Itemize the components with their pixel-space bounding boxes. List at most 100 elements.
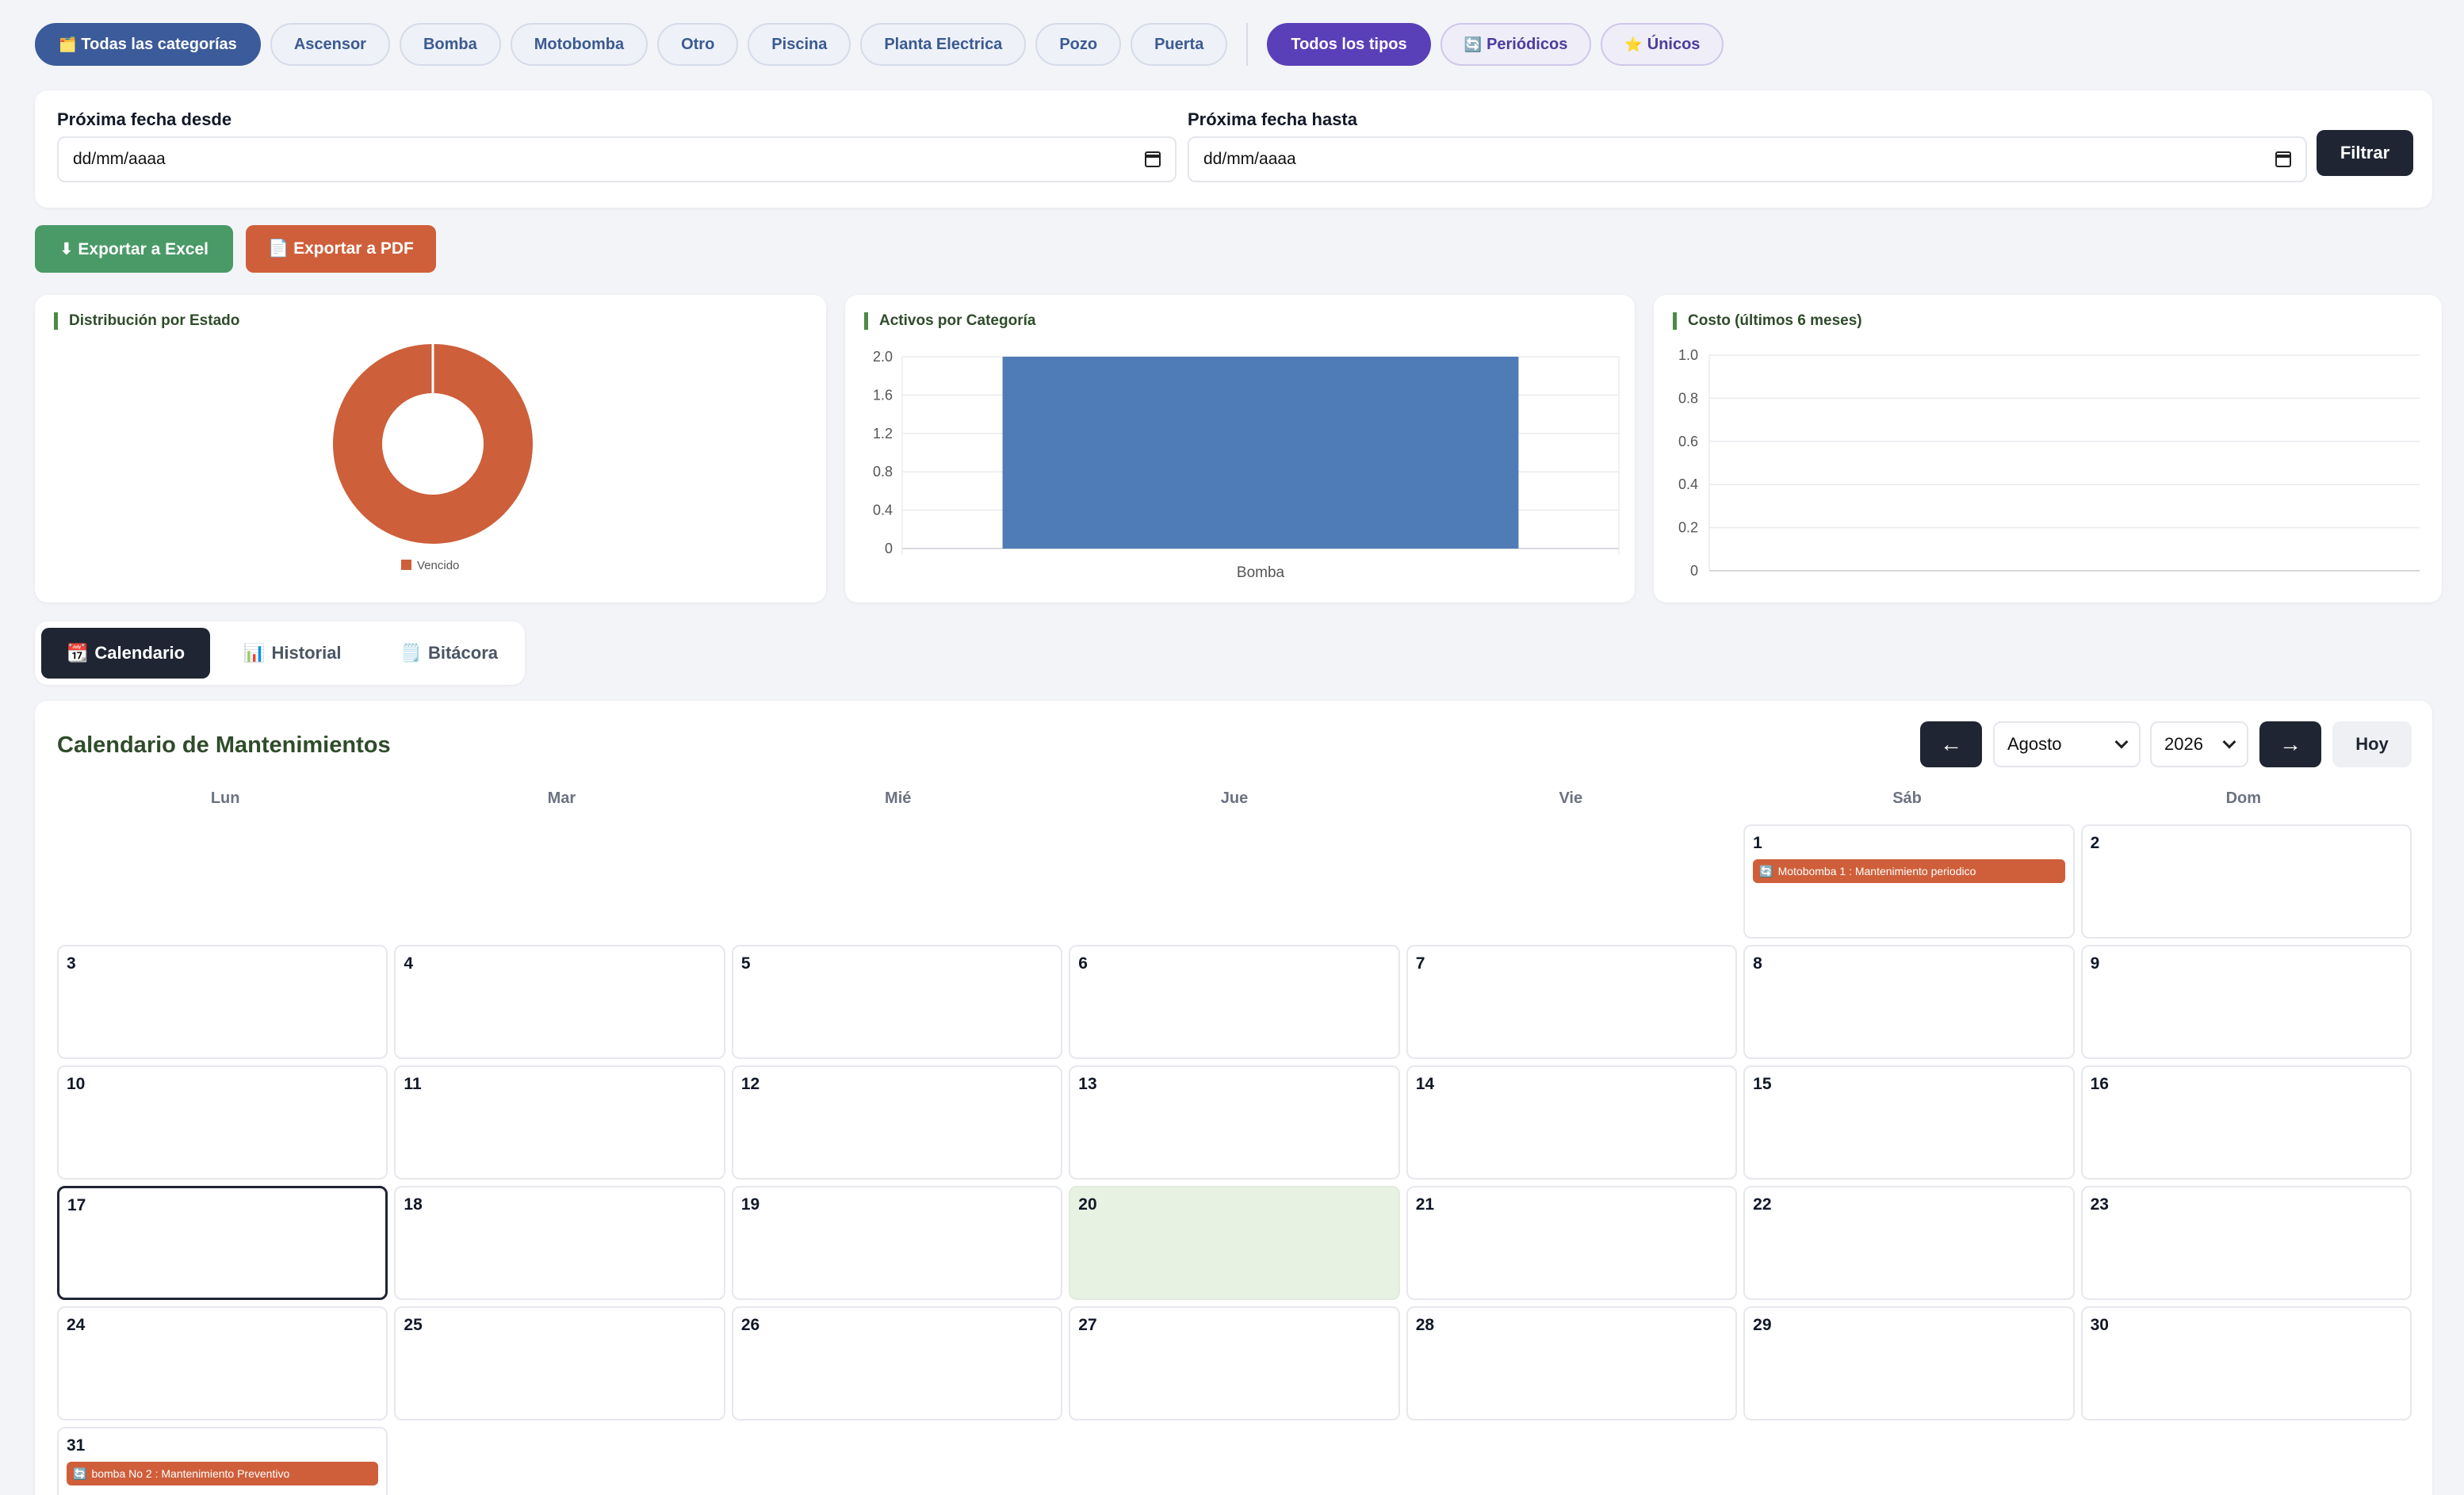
type-pill-periodicos[interactable]: 🔄 Periódicos xyxy=(1440,23,1592,66)
x-tick-label: Bomba xyxy=(1237,564,1285,581)
date-to-input[interactable]: dd/mm/aaaa xyxy=(1188,136,2307,182)
category-pill-puerta[interactable]: Puerta xyxy=(1131,23,1228,66)
calendar-empty-cell xyxy=(1069,824,1399,939)
month-select[interactable]: Agosto xyxy=(1993,721,2141,767)
day-number: 22 xyxy=(1753,1195,1772,1214)
calendar-empty-cell xyxy=(394,824,725,939)
tab-label: Historial xyxy=(271,643,342,663)
calendar-day-28[interactable]: 28 xyxy=(1406,1306,1738,1420)
calendar-day-2[interactable]: 2 xyxy=(2080,824,2412,939)
calendar-day-24[interactable]: 24 xyxy=(57,1306,388,1420)
calendar-day-4[interactable]: 4 xyxy=(394,945,725,1059)
calendar-day-7[interactable]: 7 xyxy=(1406,945,1738,1059)
calendar-empty-cell xyxy=(57,824,388,939)
calendar-icon[interactable] xyxy=(1145,151,1161,167)
calendar-day-18[interactable]: 18 xyxy=(394,1186,725,1300)
category-pill-otro[interactable]: Otro xyxy=(657,23,739,66)
category-pill-pozo[interactable]: Pozo xyxy=(1035,23,1122,66)
year-select[interactable]: 2026 xyxy=(2150,721,2248,767)
type-pill-label: Únicos xyxy=(1647,35,1701,53)
category-pill-bomba[interactable]: Bomba xyxy=(399,23,501,66)
category-pill-label: Bomba xyxy=(423,35,477,53)
calendar-day-22[interactable]: 22 xyxy=(1743,1186,2075,1300)
day-number: 31 xyxy=(67,1436,86,1455)
weekday-sab: Sáb xyxy=(1892,790,1922,807)
date-from-input[interactable]: dd/mm/aaaa xyxy=(57,136,1177,182)
tab-label: Calendario xyxy=(94,643,186,663)
calendar-event[interactable]: 🔄 bomba No 2 : Mantenimiento Preventivo xyxy=(67,1462,379,1485)
calendar-day-26[interactable]: 26 xyxy=(731,1306,1063,1420)
day-number: 4 xyxy=(404,954,414,973)
calendar-day-23[interactable]: 23 xyxy=(2080,1186,2412,1300)
calendar-day-14[interactable]: 14 xyxy=(1406,1065,1738,1180)
calendar-day-11[interactable]: 11 xyxy=(394,1065,725,1180)
y-tick-label: 0 xyxy=(885,541,893,556)
calendar-day-10[interactable]: 10 xyxy=(57,1065,388,1180)
prev-month-button[interactable]: ← xyxy=(1920,721,1982,767)
type-pill-unicos[interactable]: ⭐ Únicos xyxy=(1601,23,1724,66)
refresh-icon: 🔄 xyxy=(1463,36,1483,52)
calendar-day-19[interactable]: 19 xyxy=(731,1186,1063,1300)
calendar-event[interactable]: 🔄 Motobomba 1 : Mantenimiento periodico xyxy=(1753,859,2065,883)
calendar-day-12[interactable]: 12 xyxy=(731,1065,1063,1180)
calendar-day-13[interactable]: 13 xyxy=(1069,1065,1400,1180)
calendar-day-1[interactable]: 1 🔄 Motobomba 1 : Mantenimiento periodico xyxy=(1743,824,2075,939)
filter-divider xyxy=(1246,23,1249,66)
calendar-day-15[interactable]: 15 xyxy=(1743,1065,2075,1180)
calendar-day-21[interactable]: 21 xyxy=(1406,1186,1738,1300)
day-number: 29 xyxy=(1753,1316,1772,1334)
tab-bitacora[interactable]: 🗒️ Bitácora xyxy=(375,628,523,679)
y-tick-label: 0.4 xyxy=(873,503,893,518)
category-pill-motobomba[interactable]: Motobomba xyxy=(510,23,649,66)
calendar-day-30[interactable]: 30 xyxy=(2080,1306,2412,1420)
chart-card-categoria: Activos por Categoría 0 0.4 0.8 1.2 1.6 2.0 Bo… xyxy=(845,295,1635,602)
calendar-day-31[interactable]: 31 🔄 bomba No 2 : Mantenimiento Preventivo xyxy=(57,1427,388,1495)
category-pill-ascensor[interactable]: Ascensor xyxy=(270,23,390,66)
calendar-day-9[interactable]: 9 xyxy=(2080,945,2412,1059)
day-number: 10 xyxy=(67,1075,86,1093)
calendar-empty-cell xyxy=(1406,824,1737,939)
day-number: 30 xyxy=(2090,1316,2109,1334)
date-from-value: dd/mm/aaaa xyxy=(73,150,166,168)
export-excel-button[interactable]: ⬇ Exportar a Excel xyxy=(35,225,233,273)
category-pill-label: Piscina xyxy=(771,35,828,53)
category-pill-todas-las-categorias[interactable]: 🗂️ Todas las categorías xyxy=(35,23,261,66)
next-month-button[interactable]: → xyxy=(2259,721,2321,767)
tab-historial[interactable]: 📊 Historial xyxy=(218,628,366,679)
calendar-day-8[interactable]: 8 xyxy=(1743,945,2075,1059)
category-pill-piscina[interactable]: Piscina xyxy=(748,23,851,66)
calendar-day-6[interactable]: 6 xyxy=(1069,945,1400,1059)
calendar-day-20[interactable]: 20 xyxy=(1069,1186,1400,1300)
category-pill-label: Planta Electrica xyxy=(884,35,1003,53)
calendar-day-16[interactable]: 16 xyxy=(2080,1065,2412,1180)
day-number: 12 xyxy=(740,1075,760,1093)
export-pdf-button[interactable]: 📄 Exportar a PDF xyxy=(246,225,436,273)
type-pill-label: Todos los tipos xyxy=(1291,35,1407,53)
day-number: 11 xyxy=(404,1075,422,1093)
calendar-day-3[interactable]: 3 xyxy=(57,945,388,1059)
category-pill-planta-electrica[interactable]: Planta Electrica xyxy=(860,23,1027,66)
calendar-day-17[interactable]: 17 xyxy=(57,1186,388,1300)
calendar-icon[interactable] xyxy=(2275,151,2291,167)
today-button[interactable]: Hoy xyxy=(2332,721,2412,767)
chart-title-categoria: Activos por Categoría xyxy=(864,312,1035,330)
weekday-lun: Lun xyxy=(210,790,240,807)
folder-icon: 🗂️ xyxy=(59,36,77,52)
chart-title-costo: Costo (últimos 6 meses) xyxy=(1673,312,1862,330)
calendar-day-25[interactable]: 25 xyxy=(394,1306,725,1420)
chart-title-estado: Distribución por Estado xyxy=(54,312,239,330)
type-pill-todos-los-tipos[interactable]: Todos los tipos xyxy=(1267,23,1431,66)
date-to-value: dd/mm/aaaa xyxy=(1203,150,1296,168)
category-pill-label: Otro xyxy=(681,35,715,53)
weekday-mar: Mar xyxy=(547,790,576,807)
calendar-day-5[interactable]: 5 xyxy=(731,945,1063,1059)
filter-button[interactable]: Filtrar xyxy=(2317,130,2413,176)
date-to-label: Próxima fecha hasta xyxy=(1188,109,1357,129)
calendar-day-29[interactable]: 29 xyxy=(1743,1306,2075,1420)
y-tick-label: 1.0 xyxy=(1678,347,1698,363)
tab-calendario[interactable]: 📆 Calendario xyxy=(41,628,211,679)
refresh-icon: 🔄 xyxy=(73,1466,87,1480)
day-number: 6 xyxy=(1078,954,1088,973)
chevron-down-icon xyxy=(2114,735,2129,749)
calendar-day-27[interactable]: 27 xyxy=(1069,1306,1400,1420)
